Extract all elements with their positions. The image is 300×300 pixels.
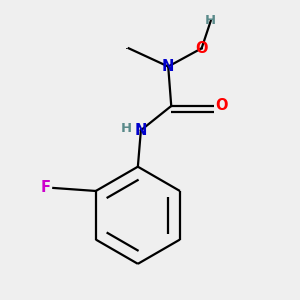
- Text: O: O: [215, 98, 228, 113]
- Text: F: F: [41, 180, 51, 195]
- Text: N: N: [135, 123, 147, 138]
- Text: H: H: [205, 14, 216, 28]
- Text: O: O: [195, 41, 208, 56]
- Text: methyl: methyl: [126, 48, 131, 49]
- Text: N: N: [162, 59, 174, 74]
- Text: H: H: [121, 122, 132, 135]
